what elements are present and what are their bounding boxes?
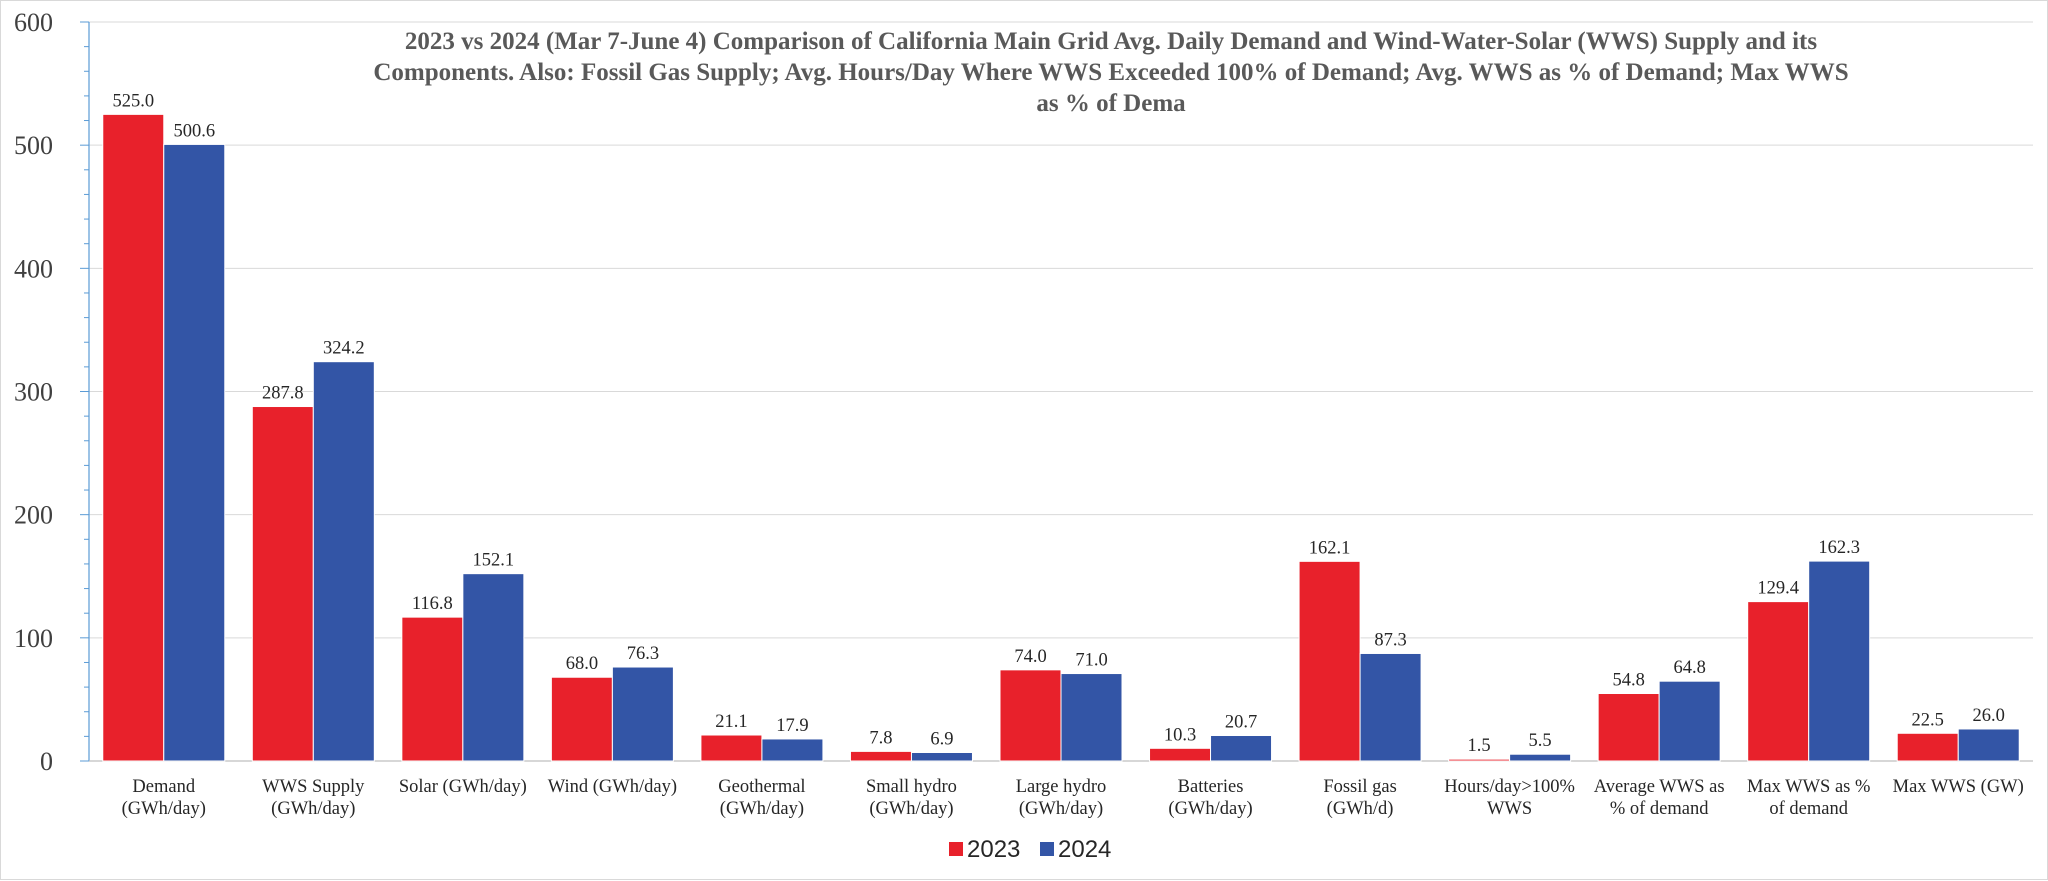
bar-2023-2 — [401, 616, 464, 762]
value-label-2023-7: 10.3 — [1164, 725, 1196, 745]
x-category-label: (GWh/day) — [1168, 799, 1252, 819]
bar-2024-0 — [163, 143, 226, 762]
chart-title-line: Components. Also: Fossil Gas Supply; Avg… — [373, 59, 1848, 86]
x-category-label: Wind (GWh/day) — [548, 777, 677, 797]
bar-2023-10 — [1597, 693, 1660, 762]
y-tick-label: 600 — [14, 8, 53, 37]
bar-2024-1 — [312, 361, 375, 762]
x-category-label: (GWh/day) — [122, 799, 206, 819]
bar-2024-5 — [910, 752, 973, 762]
bar-2024-10 — [1658, 680, 1721, 762]
value-label-2023-10: 54.8 — [1612, 671, 1644, 691]
x-category-label: (GWh/day) — [869, 799, 953, 819]
bar-2024-3 — [611, 666, 674, 762]
chart-title-line: as % of Dema — [1036, 90, 1186, 117]
x-category-label: (GWh/d) — [1327, 799, 1394, 819]
value-label-2024-5: 6.9 — [930, 730, 953, 750]
x-category-label: Fossil gas — [1323, 777, 1397, 797]
value-label-2024-6: 71.0 — [1075, 651, 1107, 671]
value-label-2023-9: 1.5 — [1468, 736, 1491, 756]
bar-2024-2 — [462, 573, 525, 762]
bar-2024-8 — [1359, 652, 1422, 762]
bar-2023-6 — [999, 669, 1062, 762]
legend: 2023 2024 — [949, 836, 1111, 863]
bar-2023-12 — [1896, 732, 1959, 762]
y-tick-label: 500 — [14, 131, 53, 160]
chart-title-line: 2023 vs 2024 (Mar 7-June 4) Comparison o… — [405, 28, 1817, 55]
bar-2023-1 — [251, 406, 314, 762]
value-label-2023-12: 22.5 — [1912, 710, 1944, 730]
value-label-2024-7: 20.7 — [1225, 713, 1257, 733]
legend-label-2024: 2024 — [1058, 836, 1111, 863]
x-category-label: WWS Supply — [262, 777, 365, 797]
value-label-2023-2: 116.8 — [412, 594, 453, 614]
y-tick-label: 400 — [14, 254, 53, 283]
bar-2023-8 — [1298, 560, 1361, 762]
x-category-label: Demand — [132, 777, 195, 797]
x-category-label: Batteries — [1178, 777, 1244, 797]
y-tick-label: 200 — [14, 501, 53, 530]
value-label-2024-3: 76.3 — [627, 644, 659, 664]
legend-swatch-2024 — [1040, 842, 1054, 856]
value-label-2023-5: 7.8 — [869, 728, 892, 748]
value-label-2024-4: 17.9 — [776, 716, 808, 736]
bar-2024-9 — [1509, 753, 1572, 762]
x-category-label: Max WWS as % — [1747, 777, 1870, 797]
x-category-label: Max WWS (GW) — [1893, 777, 2024, 797]
bar-2023-4 — [700, 734, 763, 762]
x-category-label: (GWh/day) — [271, 799, 355, 819]
x-category-label: Large hydro — [1016, 777, 1107, 797]
bar-2024-11 — [1808, 560, 1871, 762]
x-category-label: Geothermal — [718, 777, 805, 797]
bar-2023-5 — [849, 750, 912, 762]
x-category-label: WWS — [1487, 799, 1532, 819]
x-axis-categories: Demand(GWh/day)WWS Supply(GWh/day)Solar … — [122, 777, 2024, 819]
value-label-2023-6: 74.0 — [1014, 647, 1046, 667]
x-category-label: Small hydro — [866, 777, 957, 797]
value-label-2024-1: 324.2 — [323, 339, 365, 359]
value-label-2024-2: 152.1 — [473, 551, 515, 571]
y-tick-label: 300 — [14, 378, 53, 407]
value-label-2024-11: 162.3 — [1818, 538, 1860, 558]
bar-2024-6 — [1060, 673, 1123, 762]
bars — [102, 113, 2020, 762]
x-category-label: of demand — [1769, 799, 1848, 819]
y-tick-label: 100 — [14, 624, 53, 653]
x-category-label: % of demand — [1610, 799, 1709, 819]
value-label-2024-12: 26.0 — [1973, 706, 2005, 726]
x-category-label: (GWh/day) — [1019, 799, 1103, 819]
bar-2024-4 — [761, 738, 824, 762]
x-category-label: Average WWS as — [1594, 777, 1725, 797]
value-label-2024-9: 5.5 — [1529, 731, 1552, 751]
value-label-2023-4: 21.1 — [715, 712, 747, 732]
bar-2023-7 — [1149, 747, 1212, 762]
bar-2024-7 — [1210, 735, 1273, 762]
bar-2024-12 — [1957, 728, 2020, 762]
chart-title: 2023 vs 2024 (Mar 7-June 4) Comparison o… — [373, 28, 1848, 117]
value-label-2023-0: 525.0 — [112, 91, 154, 111]
value-labels: 525.0 500.6 287.8 324.2 116.8 152.1 68.0 76.3 21… — [112, 91, 2004, 756]
y-tick-label: 0 — [40, 747, 53, 776]
value-label-2023-11: 129.4 — [1757, 579, 1799, 599]
bar-2023-3 — [550, 676, 613, 762]
value-label-2023-8: 162.1 — [1309, 538, 1351, 558]
legend-label-2023: 2023 — [967, 836, 1020, 863]
bar-2023-11 — [1747, 601, 1810, 762]
value-label-2024-8: 87.3 — [1374, 630, 1406, 650]
bar-2023-9 — [1448, 758, 1511, 762]
x-category-label: Solar (GWh/day) — [399, 777, 527, 797]
x-category-label: (GWh/day) — [720, 799, 804, 819]
gridlines — [89, 21, 2033, 639]
bar-2023-0 — [102, 113, 165, 762]
x-category-label: Hours/day>100% — [1444, 777, 1575, 797]
value-label-2024-0: 500.6 — [173, 121, 215, 141]
value-label-2024-10: 64.8 — [1673, 658, 1705, 678]
legend-swatch-2023 — [949, 842, 963, 856]
value-label-2023-3: 68.0 — [566, 654, 598, 674]
value-label-2023-1: 287.8 — [262, 384, 304, 404]
